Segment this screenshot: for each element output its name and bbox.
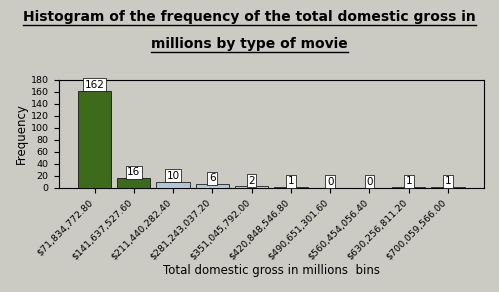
Text: millions by type of movie: millions by type of movie — [151, 37, 348, 51]
Text: 162: 162 — [85, 80, 104, 90]
Text: 2: 2 — [249, 175, 255, 186]
Text: 6: 6 — [209, 173, 216, 183]
X-axis label: Total domestic gross in millions  bins: Total domestic gross in millions bins — [163, 264, 380, 277]
Bar — [392, 187, 425, 188]
Text: 0: 0 — [327, 177, 333, 187]
Text: 10: 10 — [167, 171, 180, 181]
Bar — [431, 187, 465, 188]
Y-axis label: Frequency: Frequency — [15, 103, 28, 164]
Text: 1: 1 — [445, 176, 451, 186]
Bar — [196, 184, 229, 188]
Bar — [235, 187, 268, 188]
Bar — [274, 187, 307, 188]
Text: 0: 0 — [366, 177, 373, 187]
Bar — [78, 91, 111, 188]
Text: Histogram of the frequency of the total domestic gross in: Histogram of the frequency of the total … — [23, 10, 476, 24]
Bar — [117, 178, 151, 188]
Text: 1: 1 — [287, 176, 294, 186]
Text: 1: 1 — [405, 176, 412, 186]
Bar — [156, 182, 190, 188]
Text: 16: 16 — [127, 167, 140, 177]
